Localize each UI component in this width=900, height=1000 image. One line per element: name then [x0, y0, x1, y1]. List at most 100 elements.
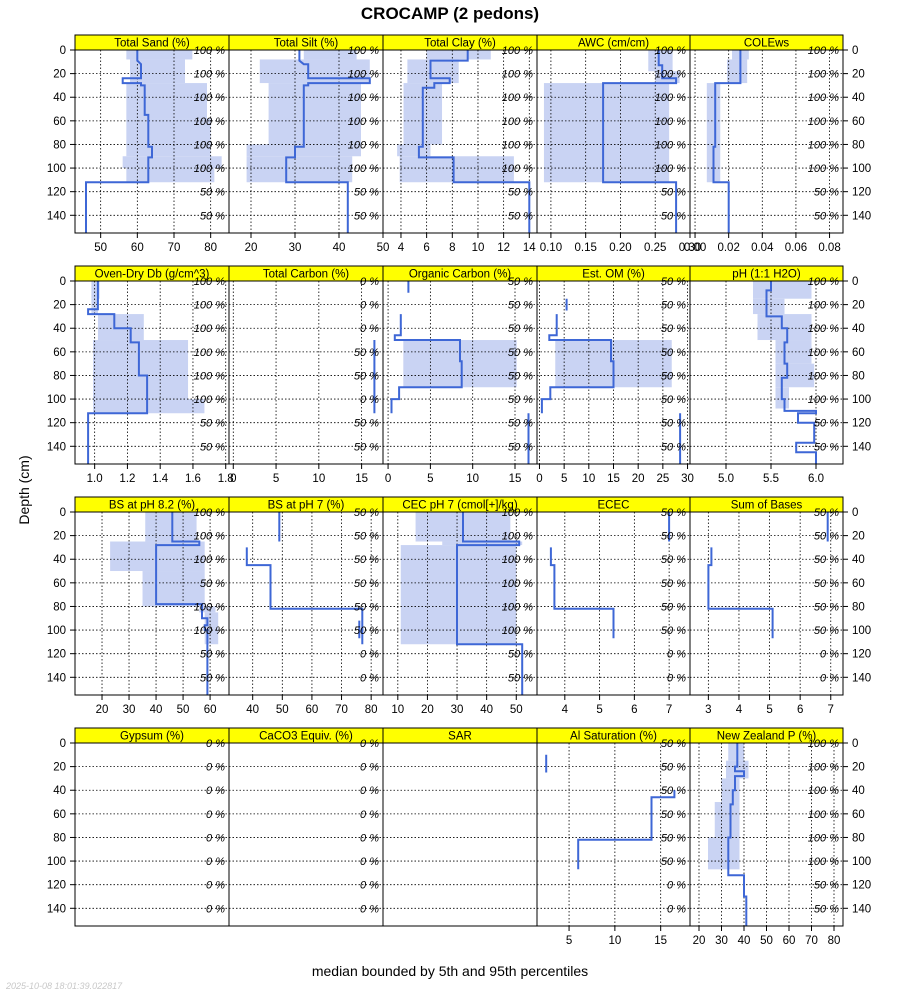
timestamp: 2025-10-08 18:01:39.022817 [6, 981, 123, 991]
percentile-band [97, 314, 144, 341]
percent-label: 100 % [808, 92, 839, 104]
y-tick-label: 80 [852, 139, 865, 151]
percent-label: 50 % [814, 554, 839, 566]
percentile-band [753, 298, 785, 315]
x-tick-label: 70 [335, 704, 348, 716]
y-tick-label: 100 [47, 856, 66, 868]
x-tick-label: 60 [783, 935, 796, 947]
percent-label: 50 % [814, 418, 839, 430]
panel: ECEC 50 % 50 % 50 % 50 % 50 % 50 % 0 % 0 % 4 5 6 7 [536, 496, 691, 716]
percent-label: 50 % [354, 347, 379, 359]
y-tick-label: 100 [852, 856, 871, 868]
percent-label: 100 % [808, 139, 839, 151]
percent-label: 50 % [661, 347, 686, 359]
y-tick-label: 140 [852, 672, 871, 684]
x-tick-label: 40 [246, 704, 259, 716]
percentile-band [246, 156, 353, 183]
x-tick-label: 0.04 [751, 242, 774, 254]
panel: New Zealand P (%)100 %100 %100 %100 %100… [689, 727, 871, 947]
x-tick-label: 5 [596, 704, 602, 716]
x-tick-label: 5.0 [718, 473, 734, 485]
x-tick-label: 10 [608, 935, 621, 947]
y-tick-label: 120 [852, 418, 871, 430]
x-tick-label: 10 [472, 242, 485, 254]
panel: CaCO3 Equiv. (%) 0 % 0 % 0 % 0 % 0 % 0 % 0 % 0 % [228, 727, 384, 927]
percent-label: 100 % [655, 45, 686, 57]
percent-label: 100 % [655, 163, 686, 175]
y-tick-label: 140 [47, 672, 66, 684]
y-tick-label: 0 [852, 738, 858, 750]
percent-label: 50 % [200, 441, 225, 453]
x-tick-label: 15 [607, 473, 620, 485]
x-tick-label: 0.20 [609, 242, 631, 254]
percent-label: 0 % [206, 738, 225, 750]
y-tick-label: 20 [53, 300, 66, 312]
y-tick-label: 80 [53, 370, 66, 382]
x-tick-label: 1.6 [185, 473, 201, 485]
percentile-band [122, 156, 222, 169]
percent-label: 0 % [206, 856, 225, 868]
percentile-band [407, 59, 459, 84]
percent-label: 50 % [200, 187, 225, 199]
panel-title: Total Clay (%) [424, 38, 496, 50]
y-tick-label: 120 [47, 880, 66, 892]
y-tick-label: 80 [53, 139, 66, 151]
x-tick-label: 20 [421, 704, 434, 716]
x-tick-label: 70 [805, 935, 818, 947]
y-tick-label: 120 [47, 187, 66, 199]
percent-label: 100 % [194, 139, 225, 151]
percentile-band [726, 59, 748, 84]
percent-label: 100 % [194, 394, 225, 406]
percent-label: 0 % [360, 649, 379, 661]
x-tick-label: 5 [561, 473, 567, 485]
y-tick-label: 60 [852, 116, 865, 128]
percent-label: 100 % [808, 762, 839, 774]
percent-label: 50 % [661, 601, 686, 613]
panel: Est. OM (%) 50 % 50 % 50 % 50 % 50 % 50 % 50 % 5… [536, 265, 694, 485]
percent-label: 50 % [814, 880, 839, 892]
percent-label: 100 % [348, 45, 379, 57]
median-line [727, 743, 748, 926]
y-axis-label: Depth (cm) [16, 455, 32, 525]
percent-label: 50 % [661, 507, 686, 519]
percentile-band [259, 59, 370, 84]
percentile-band [93, 340, 189, 400]
median-line [602, 50, 678, 233]
percent-label: 50 % [200, 649, 225, 661]
percent-label: 50 % [508, 418, 533, 430]
percent-label: 0 % [360, 276, 379, 288]
percent-label: 100 % [502, 139, 533, 151]
percent-label: 50 % [814, 531, 839, 543]
percent-label: 50 % [661, 809, 686, 821]
y-tick-label: 40 [852, 554, 865, 566]
percentile-band [706, 83, 721, 183]
percent-label: 0 % [360, 856, 379, 868]
y-tick-label: 0 [852, 45, 858, 57]
percent-label: 50 % [508, 276, 533, 288]
x-tick-label: 30 [715, 935, 728, 947]
percent-label: 0 % [667, 880, 686, 892]
y-tick-label: 100 [47, 394, 66, 406]
y-tick-label: 60 [852, 578, 865, 590]
y-tick-label: 60 [53, 578, 66, 590]
median-line [456, 512, 524, 695]
x-tick-label: 8 [449, 242, 455, 254]
panel: Oven-Dry Db (g/cm^3)100 %100 %100 %100 %… [47, 265, 234, 485]
y-tick-label: 20 [852, 762, 865, 774]
panel-title: Oven-Dry Db (g/cm^3) [95, 269, 210, 281]
panel: pH (1:1 H2O) 100 % 100 % 100 % 100 % 100 % 100… [689, 265, 871, 485]
percent-label: 100 % [808, 116, 839, 128]
x-tick-label: 5 [427, 473, 433, 485]
panel: Total Sand (%) 100 % 100 % 100 % 100 % 100 % 1… [47, 34, 230, 254]
percent-label: 100 % [194, 300, 225, 312]
y-tick-label: 40 [53, 554, 66, 566]
percent-label: 100 % [808, 163, 839, 175]
percent-label: 0 % [206, 832, 225, 844]
percent-label: 0 % [206, 762, 225, 774]
median-line [765, 281, 817, 464]
percent-label: 100 % [808, 832, 839, 844]
percent-label: 0 % [360, 785, 379, 797]
y-tick-label: 120 [852, 880, 871, 892]
percent-label: 50 % [661, 625, 686, 637]
x-tick-label: 0.10 [540, 242, 562, 254]
